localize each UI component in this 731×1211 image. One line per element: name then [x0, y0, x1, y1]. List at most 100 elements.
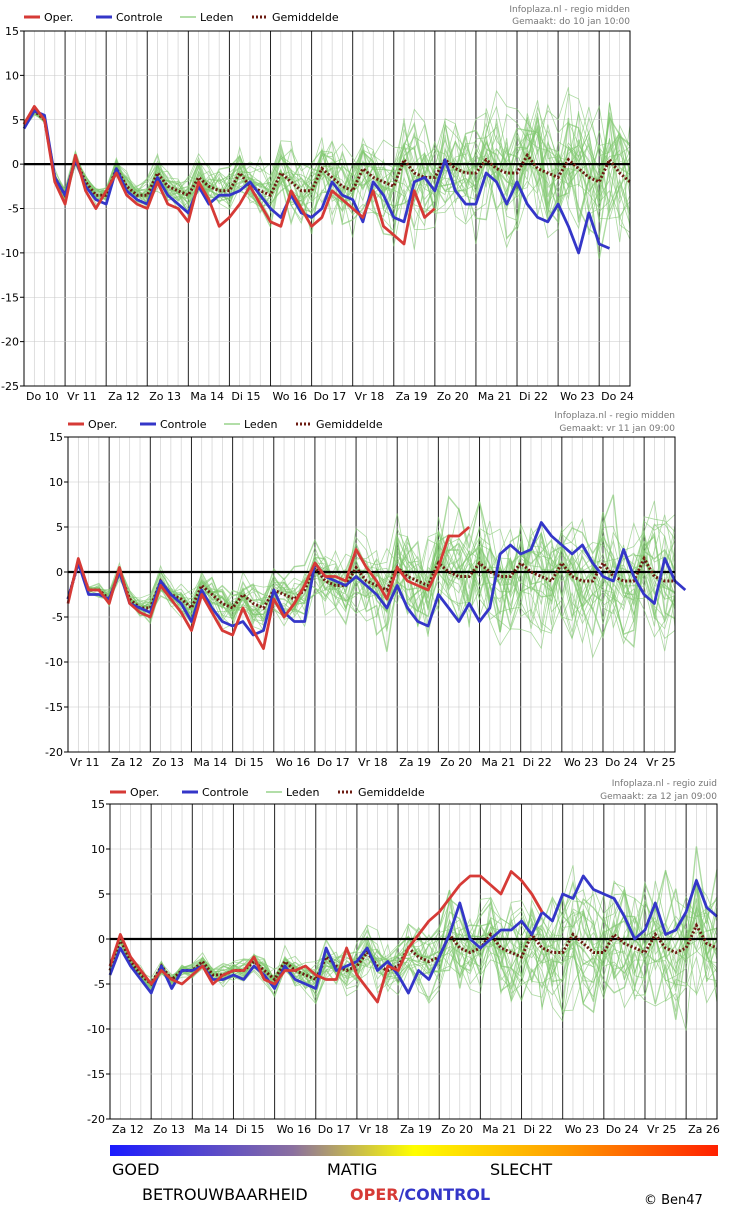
x-day-label: Do 10 [26, 390, 59, 403]
x-day-label: Vr 11 [67, 390, 97, 403]
control-line [66, 521, 687, 637]
x-day-label: Za 12 [112, 1123, 144, 1136]
y-tick-label: -10 [45, 656, 63, 669]
legend-oper-label: Oper. [130, 786, 159, 799]
y-tick-label: 10 [5, 69, 19, 82]
oper-line [66, 525, 471, 650]
x-day-label: Za 12 [111, 756, 143, 769]
y-tick-label: 15 [91, 798, 105, 811]
x-day-label: Ma 14 [194, 1123, 228, 1136]
member-line [109, 882, 718, 1003]
reliability-title: BETROUWBAARHEID [142, 1185, 308, 1204]
control-line [22, 109, 611, 255]
chart-panel-1: 15 10 5 0 -5 -10 -15 -20 -25 Do 10 Vr 11 Za 12 Zo 13… [1, 5, 634, 403]
member-line [23, 105, 631, 243]
y-tick-label: -20 [45, 746, 63, 759]
x-day-label: Ma 21 [482, 756, 516, 769]
made-label: Gemaakt: za 12 jan 09:00 [600, 792, 717, 802]
plot-frame [67, 436, 676, 753]
x-day-label: Za 26 [688, 1123, 720, 1136]
x-day-label: Wo 23 [565, 1123, 599, 1136]
y-tick-label: -10 [87, 1023, 105, 1036]
y-tick-label: 0 [56, 566, 63, 579]
x-day-label: Vr 18 [358, 756, 388, 769]
chart-legend: Oper. Controle Leden Gemiddelde [68, 418, 383, 431]
x-day-label: Di 22 [524, 1123, 553, 1136]
credit-text: © Ben47 [644, 1193, 703, 1208]
legend-members-label: Leden [244, 418, 277, 431]
plot-frame [109, 803, 718, 1120]
legend-members-label: Leden [200, 11, 233, 24]
y-tick-label: -10 [1, 247, 19, 260]
x-day-label: Zo 13 [149, 390, 181, 403]
y-tick-label: 5 [12, 114, 19, 127]
reliability-good-label: GOED [112, 1160, 159, 1179]
member-line [109, 886, 718, 997]
member-line [109, 916, 718, 1009]
x-day-label: Vr 18 [355, 390, 385, 403]
y-tick-label: 10 [91, 843, 105, 856]
x-day-label: Ma 14 [193, 756, 227, 769]
y-tick-label: 0 [98, 933, 105, 946]
charts-layer: 15 10 5 0 -5 -10 -15 -20 -25 Do 10 Vr 11 Za 12 Zo 13… [1, 5, 720, 1136]
mean-line [66, 555, 675, 611]
member-line [109, 906, 718, 1012]
oper-control-caption: OPER/CONTROL [350, 1185, 490, 1204]
y-tick-label: -5 [8, 203, 19, 216]
x-day-label: Do 24 [605, 756, 638, 769]
y-tick-label: -15 [45, 701, 63, 714]
x-day-label: Wo 23 [564, 756, 598, 769]
x-day-label: Wo 16 [276, 756, 310, 769]
x-day-label: Di 15 [235, 1123, 264, 1136]
x-day-label: Di 15 [231, 390, 260, 403]
legend-control-label: Controle [160, 418, 207, 431]
mean-line [22, 108, 631, 199]
x-day-label: Zo 20 [440, 756, 472, 769]
x-day-label: Vr 25 [647, 1123, 677, 1136]
reliability-legend: GOED MATIG SLECHT BETROUWBAARHEID OPER/C… [110, 1145, 718, 1208]
made-label: Gemaakt: do 10 jan 10:00 [512, 17, 630, 27]
x-day-label: Do 17 [317, 756, 350, 769]
oper-caption: OPER [350, 1185, 399, 1204]
y-tick-label: 5 [98, 888, 105, 901]
mean-line [108, 922, 718, 987]
source-label: Infoplaza.nl - regio midden [509, 5, 630, 15]
legend-mean-label: Gemiddelde [272, 11, 339, 24]
legend-mean-label: Gemiddelde [316, 418, 383, 431]
y-tick-label: -5 [94, 978, 105, 991]
y-tick-label: -20 [1, 336, 19, 349]
y-tick-label: -15 [87, 1068, 105, 1081]
oper-line [22, 105, 436, 246]
y-tick-label: -15 [1, 291, 19, 304]
plot-frame [23, 30, 631, 387]
x-day-label: Ma 21 [482, 1123, 516, 1136]
slash-caption: / [399, 1185, 405, 1204]
x-day-label: Di 22 [519, 390, 548, 403]
x-day-label: Di 22 [523, 756, 552, 769]
legend-oper-label: Oper. [44, 11, 73, 24]
x-day-label: Ma 21 [478, 390, 512, 403]
y-tick-label: 0 [12, 158, 19, 171]
x-day-label: Wo 23 [560, 390, 594, 403]
control-line [108, 874, 718, 995]
control-caption: CONTROL [404, 1185, 490, 1204]
y-tick-label: -5 [52, 611, 63, 624]
legend-oper-label: Oper. [88, 418, 117, 431]
legend-control-label: Controle [116, 11, 163, 24]
chart-panel-2: 15 10 5 0 -5 -10 -15 -20 Vr 11 Za 12 Zo 13 Ma 14 Di … [45, 411, 687, 769]
member-line [23, 107, 631, 249]
y-tick-label: 5 [56, 521, 63, 534]
member-line [67, 520, 676, 645]
y-tick-label: -25 [1, 380, 19, 393]
x-day-label: Vr 18 [359, 1123, 389, 1136]
legend-control-label: Controle [202, 786, 249, 799]
x-day-label: Wo 16 [277, 1123, 311, 1136]
x-day-label: Zo 13 [152, 756, 184, 769]
reliability-bad-label: SLECHT [490, 1160, 552, 1179]
x-day-label: Zo 20 [441, 1123, 473, 1136]
x-day-label: Za 19 [396, 390, 428, 403]
reliability-gradient-bar [110, 1145, 718, 1156]
x-day-label: Di 15 [235, 756, 264, 769]
x-day-label: Do 17 [314, 390, 347, 403]
chart-panel-3: 15 10 5 0 -5 -10 -15 -20 Za 12 Zo 13 Ma 14 Di 15 Wo … [87, 779, 720, 1136]
